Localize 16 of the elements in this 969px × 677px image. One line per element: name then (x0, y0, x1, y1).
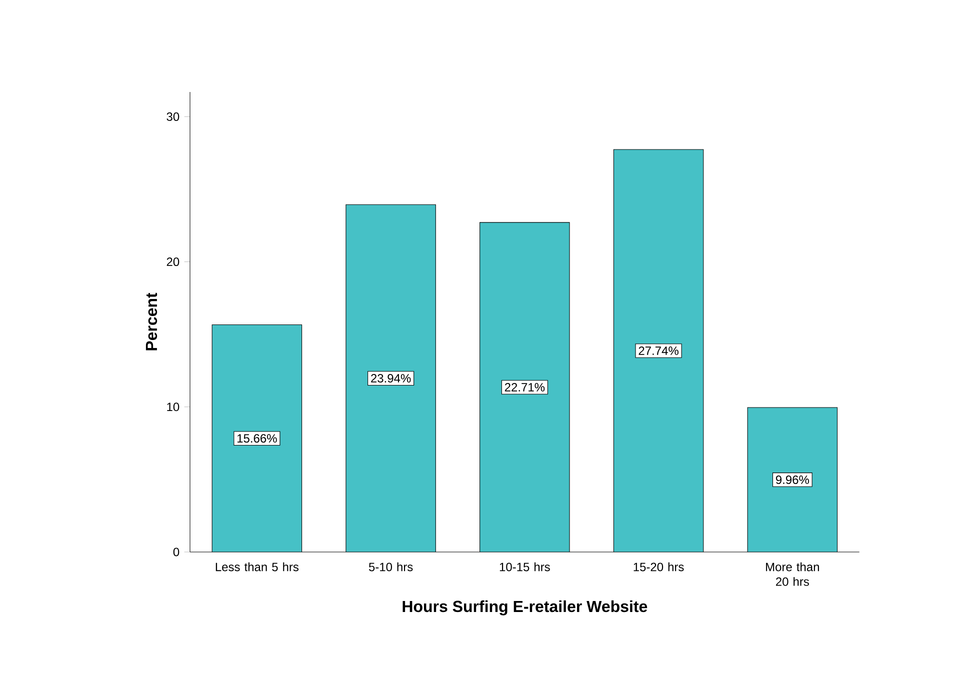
data-label: 9.96% (776, 475, 809, 484)
x-tick-label: Less than 5 hrs (216, 562, 298, 572)
y-tick-label: 20 (166, 258, 180, 266)
x-axis-title: Hours Surfing E-retailer Website (402, 600, 648, 616)
data-label: 23.94% (371, 374, 411, 383)
y-axis-title: Percent (146, 292, 158, 350)
y-tick-label: 30 (166, 112, 180, 121)
x-tick-label: 15-20 hrs (634, 562, 684, 572)
data-label: 27.74% (638, 346, 678, 355)
x-tick-label: 10-15 hrs (500, 562, 550, 572)
y-tick-label: 10 (167, 402, 180, 412)
x-tick-label: More than 20 hrs (766, 562, 819, 586)
y-tick-label: 0 (173, 548, 180, 556)
x-tick-label: 5-10 hrs (368, 562, 413, 572)
data-label: 15.66% (238, 434, 277, 443)
data-label: 22.71% (504, 382, 545, 392)
